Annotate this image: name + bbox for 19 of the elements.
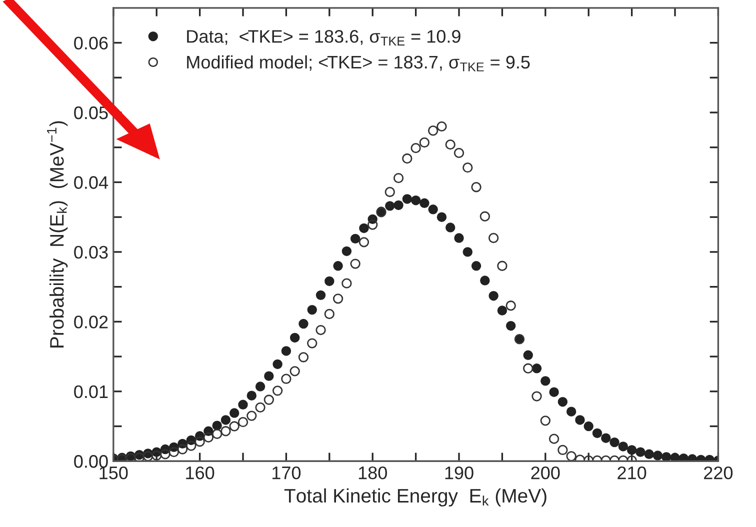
y-tick-label: 0.01 <box>74 385 108 398</box>
x-tick-label: 210 <box>618 466 646 480</box>
x-tick-label: 190 <box>445 466 474 480</box>
y-tick-label: 0.02 <box>74 316 108 328</box>
y-tick-label: 0.00 <box>74 455 108 468</box>
x-tick-label: 180 <box>358 466 387 480</box>
x-axis-title: Total Kinetic Energy E$_{k}$ (MeV) <box>284 488 546 506</box>
y-tick-label: 0.06 <box>74 36 108 50</box>
y-axis-title: Probability N(E$_{k}$) (MeV$^{−1}$) <box>47 121 68 348</box>
x-tick-label: 200 <box>531 466 560 480</box>
x-tick-label: 160 <box>186 466 214 480</box>
y-tick-label: 0.03 <box>74 246 108 259</box>
legend-label: Data; <TKE> = 183.6, σ$_{TKE}$ = 10.9 <box>187 30 460 46</box>
legend-label: Modified model; <TKE> = 183.7, σ$_{TKE}$ = 9.5 <box>187 55 530 72</box>
x-tick-label: 150 <box>100 466 128 480</box>
y-tick-label: 0.05 <box>74 106 108 120</box>
x-tick-label: 170 <box>272 466 301 480</box>
y-tick-label: 0.04 <box>74 176 108 189</box>
x-tick-label: 220 <box>704 466 733 480</box>
